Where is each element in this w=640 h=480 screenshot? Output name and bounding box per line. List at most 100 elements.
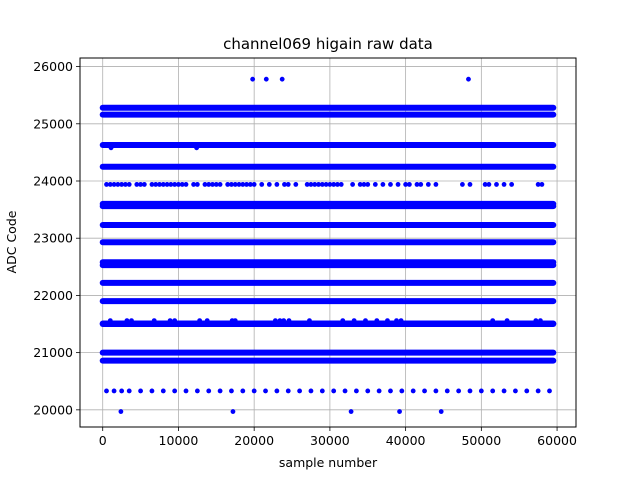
chart-title: channel069 higain raw data bbox=[223, 35, 433, 53]
data-point bbox=[388, 388, 393, 394]
data-point bbox=[422, 388, 427, 394]
data-point bbox=[232, 318, 238, 323]
data-point bbox=[263, 388, 268, 394]
data-point bbox=[338, 182, 344, 187]
data-point bbox=[319, 182, 325, 187]
data-point bbox=[357, 182, 363, 187]
data-point bbox=[331, 182, 337, 187]
x-tick-label: 0 bbox=[99, 433, 107, 448]
data-point bbox=[547, 388, 552, 394]
data-point bbox=[407, 182, 412, 187]
data-point bbox=[395, 182, 401, 187]
data-point bbox=[319, 388, 325, 394]
data-point bbox=[538, 318, 543, 323]
data-point bbox=[414, 182, 420, 187]
outlier-point bbox=[230, 409, 236, 414]
data-point bbox=[104, 388, 109, 394]
data-point bbox=[123, 182, 128, 187]
x-axis-ticks: 0 10000 20000 30000 40000 50000 60000 bbox=[99, 427, 577, 448]
y-tick-label: 23000 bbox=[33, 231, 73, 246]
y-tick-label: 26000 bbox=[33, 59, 73, 74]
data-point bbox=[501, 388, 507, 394]
x-tick-label: 40000 bbox=[386, 433, 426, 448]
x-axis-label: sample number bbox=[279, 455, 378, 470]
data-point bbox=[225, 182, 231, 187]
data-point bbox=[342, 388, 348, 394]
y-tick-label: 20000 bbox=[33, 402, 73, 417]
data-point bbox=[350, 182, 356, 187]
data-point bbox=[194, 388, 200, 394]
x-tick-label: 10000 bbox=[159, 433, 199, 448]
data-point bbox=[176, 182, 181, 187]
data-point bbox=[456, 388, 462, 394]
y-axis-label: ADC Code bbox=[4, 210, 19, 273]
data-point bbox=[467, 182, 473, 187]
data-point bbox=[304, 182, 310, 187]
y-tick-label: 22000 bbox=[33, 288, 73, 303]
data-point bbox=[197, 318, 203, 323]
data-point bbox=[425, 182, 431, 187]
data-point bbox=[111, 182, 117, 187]
data-point bbox=[323, 182, 329, 187]
data-point bbox=[365, 388, 371, 394]
data-point bbox=[236, 182, 242, 187]
data-point bbox=[124, 318, 130, 323]
data-point bbox=[160, 182, 166, 187]
plot-frame bbox=[79, 57, 577, 428]
data-point bbox=[513, 388, 518, 394]
data-point bbox=[504, 318, 510, 323]
data-point bbox=[247, 182, 253, 187]
data-point bbox=[266, 182, 272, 187]
data-points bbox=[99, 76, 557, 414]
data-point bbox=[183, 388, 189, 394]
data-point bbox=[444, 388, 450, 394]
data-point bbox=[308, 388, 314, 394]
data-point bbox=[168, 182, 174, 187]
data-point bbox=[167, 318, 173, 323]
data-point bbox=[151, 318, 157, 323]
data-point bbox=[104, 182, 109, 187]
data-point bbox=[138, 182, 143, 187]
data-point bbox=[460, 182, 465, 187]
data-point bbox=[394, 318, 399, 323]
data-point bbox=[490, 318, 496, 323]
data-point bbox=[433, 388, 439, 394]
data-point bbox=[351, 318, 357, 323]
data-point bbox=[385, 318, 390, 323]
data-point bbox=[172, 182, 178, 187]
data-point bbox=[179, 182, 185, 187]
data-point bbox=[232, 182, 238, 187]
data-point bbox=[160, 388, 166, 394]
data-point bbox=[372, 182, 378, 187]
data-point bbox=[126, 388, 132, 394]
data-point bbox=[115, 182, 121, 187]
outlier-point bbox=[250, 76, 256, 82]
data-point bbox=[206, 388, 212, 394]
data-point bbox=[217, 388, 223, 394]
outlier-point bbox=[466, 76, 471, 82]
data-point bbox=[217, 182, 223, 187]
data-point bbox=[251, 182, 257, 187]
data-point bbox=[399, 388, 405, 394]
data-point bbox=[361, 182, 367, 187]
data-point bbox=[398, 318, 404, 323]
data-point bbox=[153, 182, 159, 187]
x-tick-label: 20000 bbox=[234, 433, 274, 448]
data-point bbox=[282, 182, 287, 187]
x-tick-label: 50000 bbox=[461, 433, 501, 448]
data-point bbox=[194, 182, 200, 187]
data-point bbox=[141, 182, 147, 187]
data-point bbox=[191, 182, 196, 187]
data-point bbox=[277, 318, 283, 323]
data-point bbox=[353, 388, 359, 394]
data-point bbox=[111, 388, 117, 394]
data-point bbox=[164, 182, 170, 187]
outlier-point bbox=[438, 409, 444, 414]
data-point bbox=[194, 145, 200, 151]
data-point bbox=[229, 388, 234, 394]
data-point bbox=[524, 388, 530, 394]
data-point bbox=[206, 182, 212, 187]
data-point bbox=[410, 388, 416, 394]
data-point bbox=[293, 182, 299, 187]
data-point bbox=[285, 182, 291, 187]
